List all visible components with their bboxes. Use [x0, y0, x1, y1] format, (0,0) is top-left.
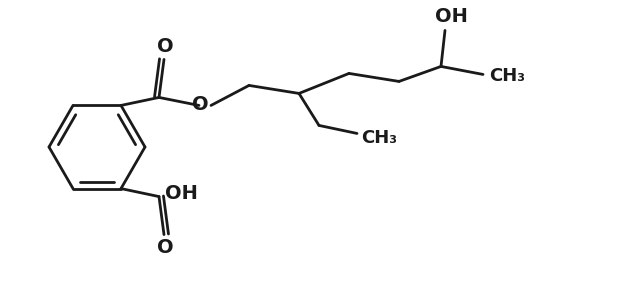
Text: OH: OH [164, 184, 197, 203]
Text: O: O [192, 95, 208, 114]
Text: CH₃: CH₃ [361, 129, 397, 147]
Text: O: O [157, 37, 173, 56]
Text: OH: OH [435, 7, 467, 26]
Text: CH₃: CH₃ [489, 68, 525, 86]
Text: O: O [157, 238, 173, 257]
